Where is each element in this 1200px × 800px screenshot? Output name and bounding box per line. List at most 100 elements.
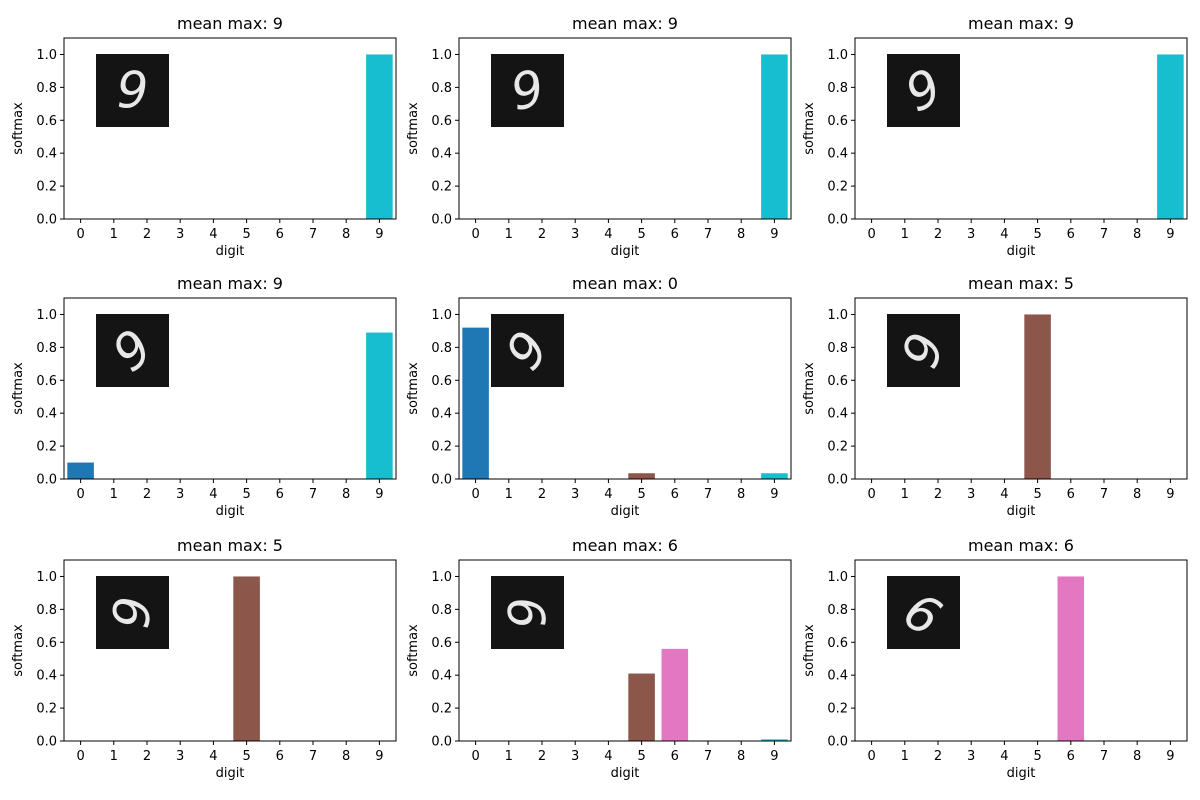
bar-digit-5 xyxy=(233,576,260,741)
inset-digit-image: 9 xyxy=(96,314,169,387)
inset-image-background xyxy=(491,314,564,387)
y-axis-label: softmax xyxy=(406,624,421,677)
y-tick-label: 0.4 xyxy=(431,407,452,422)
x-tick-label: 4 xyxy=(1000,749,1008,764)
x-tick-label: 6 xyxy=(276,749,284,764)
y-tick-label: 0.2 xyxy=(36,702,57,717)
y-tick-label: 0.8 xyxy=(827,341,848,356)
y-tick-label: 0.4 xyxy=(36,669,57,684)
x-tick-label: 4 xyxy=(1000,227,1008,242)
inset-image-background xyxy=(96,54,169,127)
x-tick-label: 3 xyxy=(967,487,975,502)
x-tick-label: 4 xyxy=(604,749,612,764)
y-axis-label: softmax xyxy=(11,102,26,155)
y-tick-label: 1.0 xyxy=(827,308,848,323)
x-tick-label: 5 xyxy=(242,487,250,502)
x-tick-label: 9 xyxy=(1166,227,1174,242)
y-tick-label: 0.8 xyxy=(431,603,452,618)
y-tick-label: 0.8 xyxy=(36,81,57,96)
y-tick-label: 0.0 xyxy=(827,213,848,228)
inset-image-background xyxy=(96,576,169,649)
x-tick-label: 7 xyxy=(1100,487,1108,502)
subplot-5: mean max: 0 9 0.0 0.2 0.4 0.6 0.8 1.0 0 1 2 3 4 5 6 7 8 9… xyxy=(406,274,792,519)
x-axis-label: digit xyxy=(611,244,640,259)
x-tick-label: 0 xyxy=(471,227,479,242)
axes-frame xyxy=(63,297,397,480)
x-axis-label: digit xyxy=(611,504,640,519)
subplot-9: mean max: 6 9 0.0 0.2 0.4 0.6 0.8 1.0 0 1 2 3 4 5 6 7 8 9… xyxy=(802,536,1188,781)
x-tick-label: 6 xyxy=(671,227,679,242)
x-tick-label: 7 xyxy=(309,227,317,242)
y-axis-label: softmax xyxy=(802,102,817,155)
x-tick-label: 7 xyxy=(704,487,712,502)
y-tick-label: 0.0 xyxy=(827,473,848,488)
inset-image-background xyxy=(887,314,960,387)
y-tick-label: 0.4 xyxy=(431,669,452,684)
subplot-3: mean max: 9 9 0.0 0.2 0.4 0.6 0.8 1.0 0 1 2 3 4 5 6 7 8 9… xyxy=(802,14,1188,259)
axes-frame xyxy=(458,297,792,480)
bar-digit-0 xyxy=(67,462,94,479)
x-tick-label: 1 xyxy=(505,749,513,764)
x-tick-label: 6 xyxy=(1067,227,1075,242)
x-tick-label: 5 xyxy=(242,749,250,764)
x-axis-label: digit xyxy=(1007,766,1036,781)
y-tick-label: 0.0 xyxy=(827,735,848,750)
x-tick-label: 5 xyxy=(1033,487,1041,502)
y-tick-label: 0.6 xyxy=(36,374,57,389)
x-tick-label: 1 xyxy=(505,487,513,502)
inset-digit-glyph: 9 xyxy=(102,594,163,631)
axes-frame xyxy=(63,37,397,220)
y-axis-label: softmax xyxy=(406,102,421,155)
inset-digit-image: 9 xyxy=(887,54,960,127)
subplot-6: mean max: 5 9 0.0 0.2 0.4 0.6 0.8 1.0 0 1 2 3 4 5 6 7 8 9… xyxy=(802,274,1188,519)
y-tick-label: 0.4 xyxy=(36,407,57,422)
x-tick-label: 4 xyxy=(1000,487,1008,502)
chart-title: mean max: 9 xyxy=(968,14,1074,33)
x-tick-label: 9 xyxy=(375,487,383,502)
x-tick-label: 2 xyxy=(538,487,546,502)
x-tick-label: 6 xyxy=(276,487,284,502)
y-tick-label: 0.4 xyxy=(827,669,848,684)
inset-digit-image: 9 xyxy=(96,576,169,649)
x-tick-label: 0 xyxy=(867,487,875,502)
bar-digit-6 xyxy=(1057,576,1085,741)
x-tick-label: 0 xyxy=(471,749,479,764)
subplot-8: mean max: 6 9 0.0 0.2 0.4 0.6 0.8 1.0 0 1 2 3 4 5 6 7 8 9… xyxy=(406,536,792,781)
chart-title: mean max: 0 xyxy=(572,274,678,293)
y-tick-label: 1.0 xyxy=(431,308,452,323)
x-tick-label: 1 xyxy=(901,227,909,242)
inset-image-background xyxy=(887,576,960,649)
x-tick-label: 1 xyxy=(110,227,118,242)
inset-digit-glyph: 9 xyxy=(497,594,558,631)
x-tick-label: 0 xyxy=(867,227,875,242)
x-tick-label: 7 xyxy=(1100,227,1108,242)
x-tick-label: 9 xyxy=(770,749,778,764)
inset-digit-image: 9 xyxy=(491,576,564,649)
x-axis-label: digit xyxy=(611,766,640,781)
x-tick-label: 6 xyxy=(276,227,284,242)
inset-digit-image: 9 xyxy=(887,314,960,387)
x-tick-label: 8 xyxy=(342,227,350,242)
y-tick-label: 0.6 xyxy=(431,374,452,389)
x-axis-label: digit xyxy=(216,244,245,259)
y-tick-label: 0.6 xyxy=(827,636,848,651)
y-tick-label: 0.2 xyxy=(827,702,848,717)
bar-digit-9 xyxy=(761,739,788,741)
x-tick-label: 3 xyxy=(176,749,184,764)
chart-title: mean max: 6 xyxy=(968,536,1074,555)
x-tick-label: 3 xyxy=(967,749,975,764)
x-tick-label: 9 xyxy=(770,227,778,242)
y-tick-label: 0.6 xyxy=(431,114,452,129)
axes-frame xyxy=(854,297,1188,480)
x-tick-label: 3 xyxy=(176,487,184,502)
x-tick-label: 5 xyxy=(637,487,645,502)
axes-frame xyxy=(458,559,792,742)
bar-digit-5 xyxy=(1024,314,1051,479)
inset-digit-image: 9 xyxy=(491,314,564,387)
y-axis-label: softmax xyxy=(802,624,817,677)
chart-title: mean max: 9 xyxy=(572,14,678,33)
x-tick-label: 8 xyxy=(1133,749,1141,764)
inset-image-background xyxy=(491,54,564,127)
y-tick-label: 0.0 xyxy=(36,213,57,228)
x-tick-label: 1 xyxy=(110,487,118,502)
